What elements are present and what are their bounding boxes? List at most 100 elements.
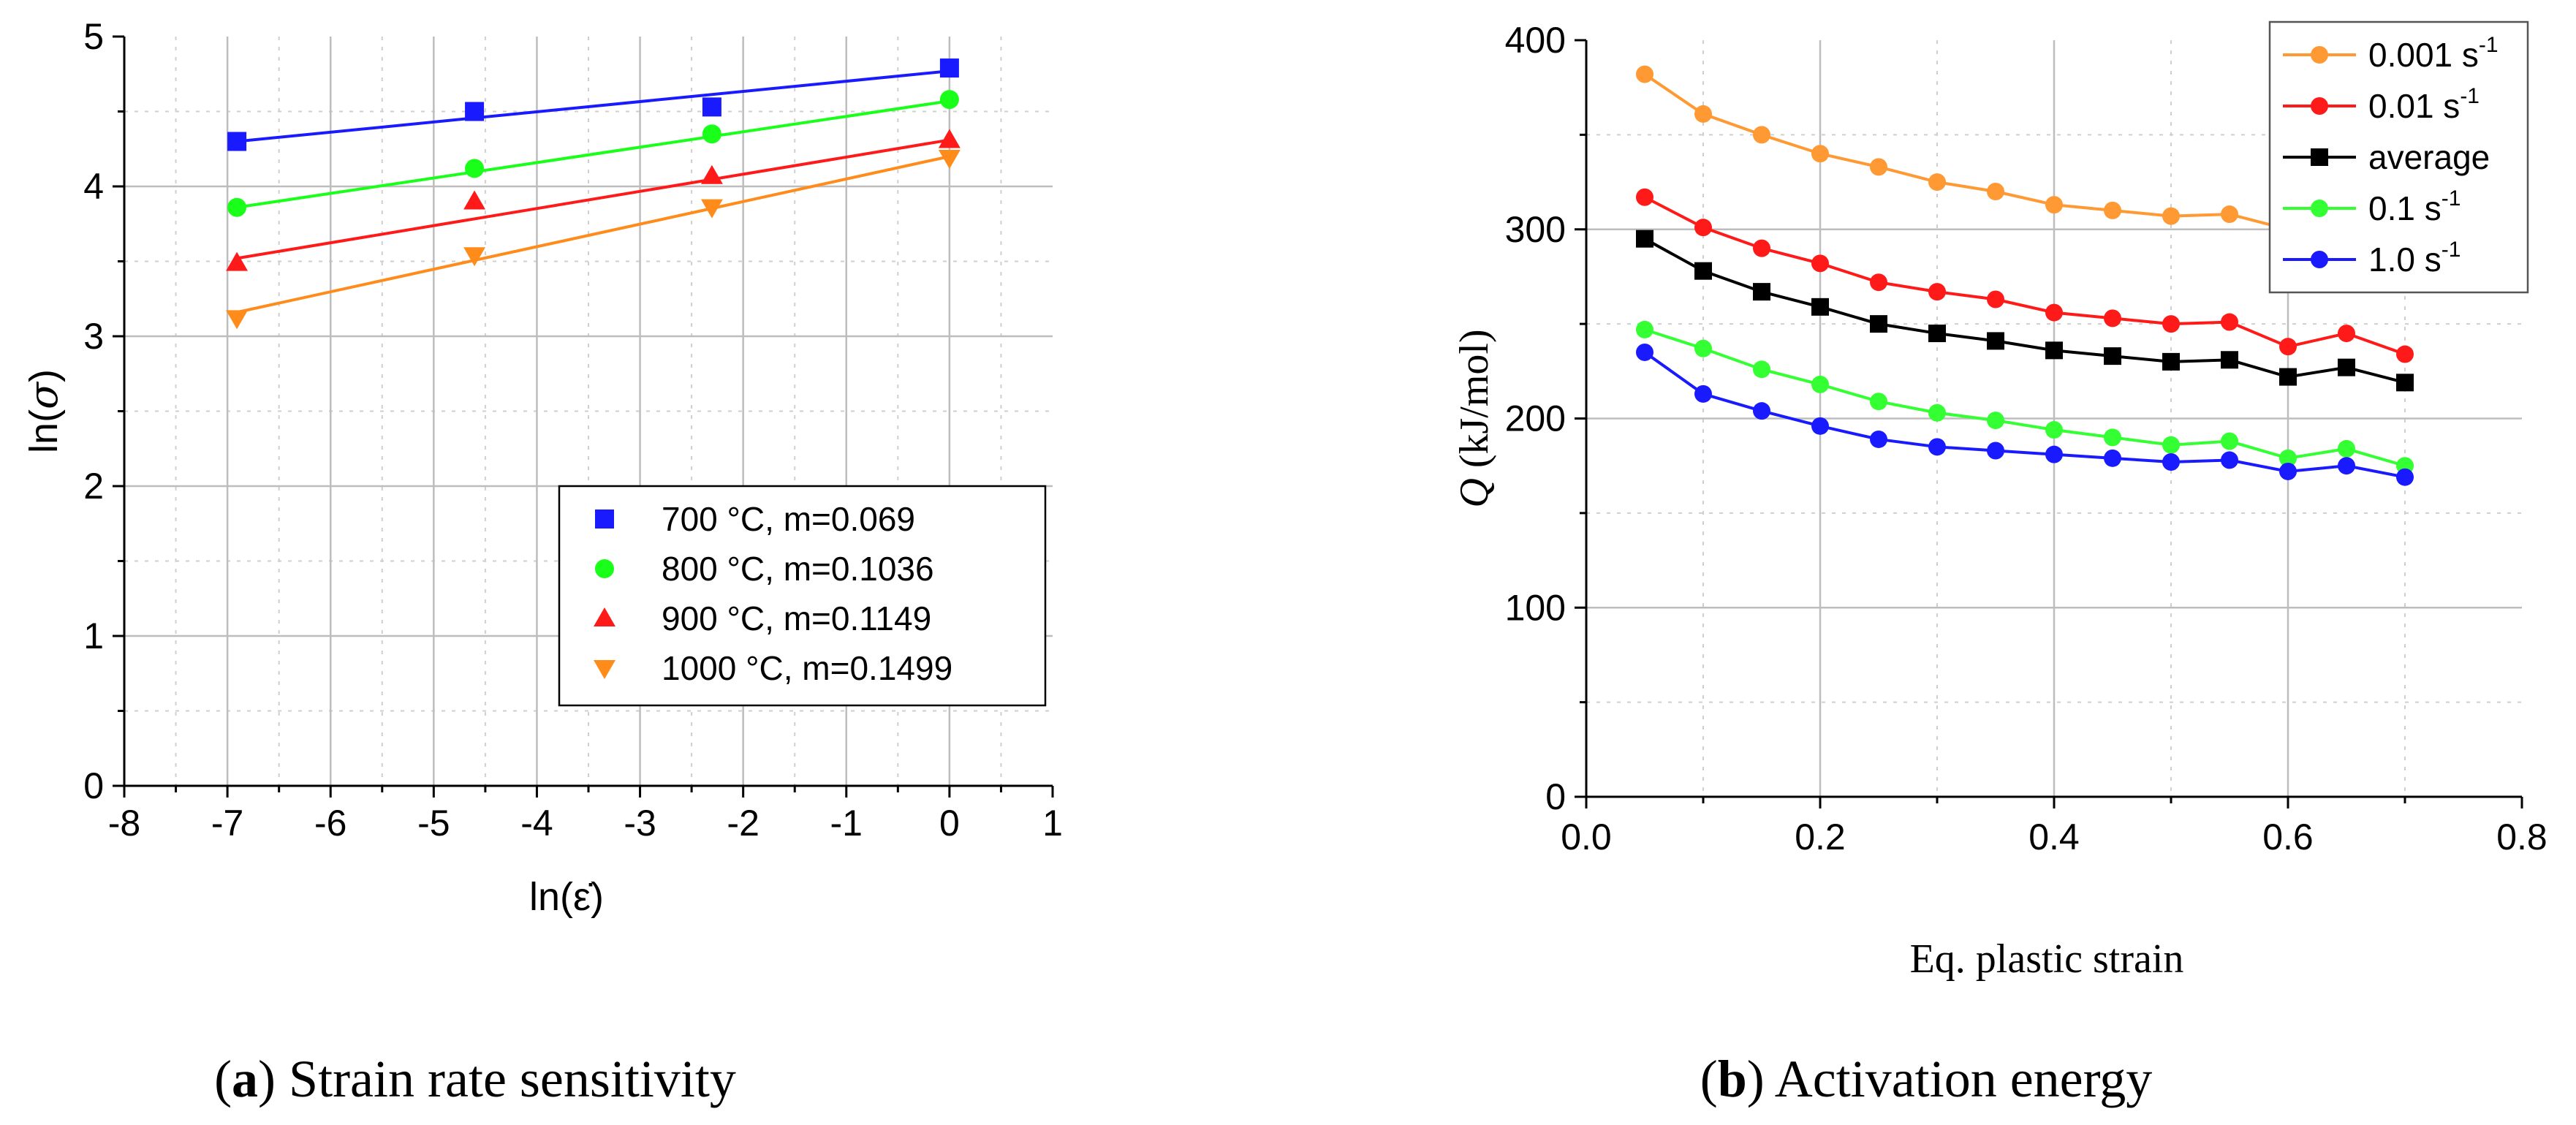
x-tick-label: -4 (520, 803, 553, 844)
x-tick-label: 0.4 (2028, 817, 2080, 857)
data-point (2045, 303, 2063, 322)
legend-label: 0.01 s-1 (2368, 84, 2480, 125)
data-point (2221, 451, 2238, 469)
legend-label: 0.001 s-1 (2368, 33, 2499, 74)
legend-label: 900 °C, m=0.1149 (662, 599, 931, 637)
x-axis-label: ln(ε̇) (529, 875, 604, 919)
data-point (2104, 428, 2121, 447)
data-point (1694, 219, 1712, 237)
data-point (939, 90, 959, 110)
data-point (2104, 347, 2121, 365)
series-3 (226, 150, 961, 330)
legend-marker (2311, 251, 2328, 268)
data-point (2221, 313, 2238, 331)
data-point (1636, 343, 1653, 361)
series-2 (226, 129, 961, 271)
data-point (1928, 283, 1946, 301)
data-point (2045, 196, 2063, 214)
data-point (226, 251, 249, 271)
data-point (463, 190, 486, 210)
x-tick-label: 0.0 (1561, 817, 1612, 857)
data-point (1928, 325, 1946, 343)
series-line (1644, 237, 2406, 385)
data-point (2104, 201, 2121, 219)
data-point (2338, 325, 2355, 343)
legend: 700 °C, m=0.069 800 °C, m=0.1036 900 °C, m… (558, 485, 1047, 707)
y-tick-label: 1 (83, 615, 104, 656)
caption-b: (b) Activation energy (1700, 1050, 2153, 1108)
x-tick-label: 0 (939, 803, 960, 844)
series-4 (1636, 343, 2414, 486)
y-tick-label: 5 (83, 16, 104, 57)
x-tick-label: -5 (417, 803, 450, 844)
x-tick-label: 0.8 (2496, 817, 2547, 857)
data-point (2162, 436, 2180, 454)
data-point (1811, 417, 1829, 435)
series-1 (227, 90, 959, 217)
chart-a-strain-rate-sensitivity: -8 -7 -6 -5 -4 -3 -2 -1 0 1 0 1 2 3 4 5 ln(ε̇) ln(σ) 700 °… (20, 16, 1063, 919)
x-tick-label: -6 (314, 803, 346, 844)
fit-line (236, 155, 950, 314)
data-point (2162, 453, 2180, 471)
legend-marker (594, 659, 615, 679)
data-point (1694, 385, 1712, 403)
data-point (1870, 430, 1887, 448)
data-point (226, 310, 249, 330)
legend-box (558, 485, 1047, 707)
series-2 (1636, 230, 2414, 392)
data-point (227, 132, 247, 151)
legend-marker (2311, 97, 2328, 115)
data-point (463, 247, 486, 267)
y-tick-label: 400 (1505, 20, 1566, 61)
legend-marker (595, 510, 614, 529)
x-axis-label: Eq. plastic strain (1910, 936, 2184, 982)
data-point (1928, 173, 1946, 192)
data-point (1987, 183, 2004, 200)
y-tick-label: 2 (83, 466, 104, 507)
data-point (2104, 309, 2121, 327)
data-point (1870, 393, 1887, 411)
y-tick-label: 0 (83, 765, 104, 806)
data-point (1694, 105, 1712, 123)
data-point (1987, 412, 2004, 430)
data-point (2338, 439, 2355, 458)
data-point (702, 97, 721, 117)
y-axis-label: ln(σ) (20, 369, 67, 453)
data-point (1636, 230, 1653, 248)
data-point (1928, 404, 1946, 422)
series-line (1643, 351, 2406, 479)
legend-marker (2311, 148, 2328, 166)
caption-a: (a) Strain rate sensitivity (214, 1050, 736, 1108)
x-tick-label: -3 (624, 803, 656, 844)
y-tick-label: 100 (1505, 587, 1566, 628)
data-point (2279, 462, 2297, 480)
x-tick-label: 0.2 (1795, 817, 1846, 857)
x-tick-label: -1 (830, 803, 863, 844)
data-point (1987, 290, 2004, 308)
data-point (2396, 468, 2414, 486)
data-point (2338, 358, 2355, 376)
data-point (2279, 338, 2297, 356)
series-1 (1636, 188, 2414, 363)
data-point (2045, 341, 2063, 360)
x-tick-label: -8 (108, 803, 140, 844)
data-point (465, 102, 485, 121)
data-point (1811, 254, 1829, 273)
data-point (2396, 345, 2414, 363)
data-point (2396, 374, 2414, 392)
y-tick-label: 3 (83, 316, 104, 357)
data-point (2221, 351, 2238, 369)
data-point (1636, 188, 1653, 206)
series-0 (227, 58, 959, 151)
data-point (1636, 320, 1653, 338)
y-tick-label: 0 (1545, 776, 1566, 817)
data-point (938, 129, 961, 148)
data-point (1753, 283, 1770, 301)
data-point (1753, 402, 1770, 420)
data-point (1694, 262, 1712, 280)
data-point (2279, 449, 2297, 467)
chart-b-activation-energy: 0.0 0.2 0.4 0.6 0.8 0 100 200 300 400 Eq. plastic … (1452, 20, 2547, 982)
x-tick-label: 1 (1042, 803, 1063, 844)
x-tick-label: 0.6 (2262, 817, 2314, 857)
